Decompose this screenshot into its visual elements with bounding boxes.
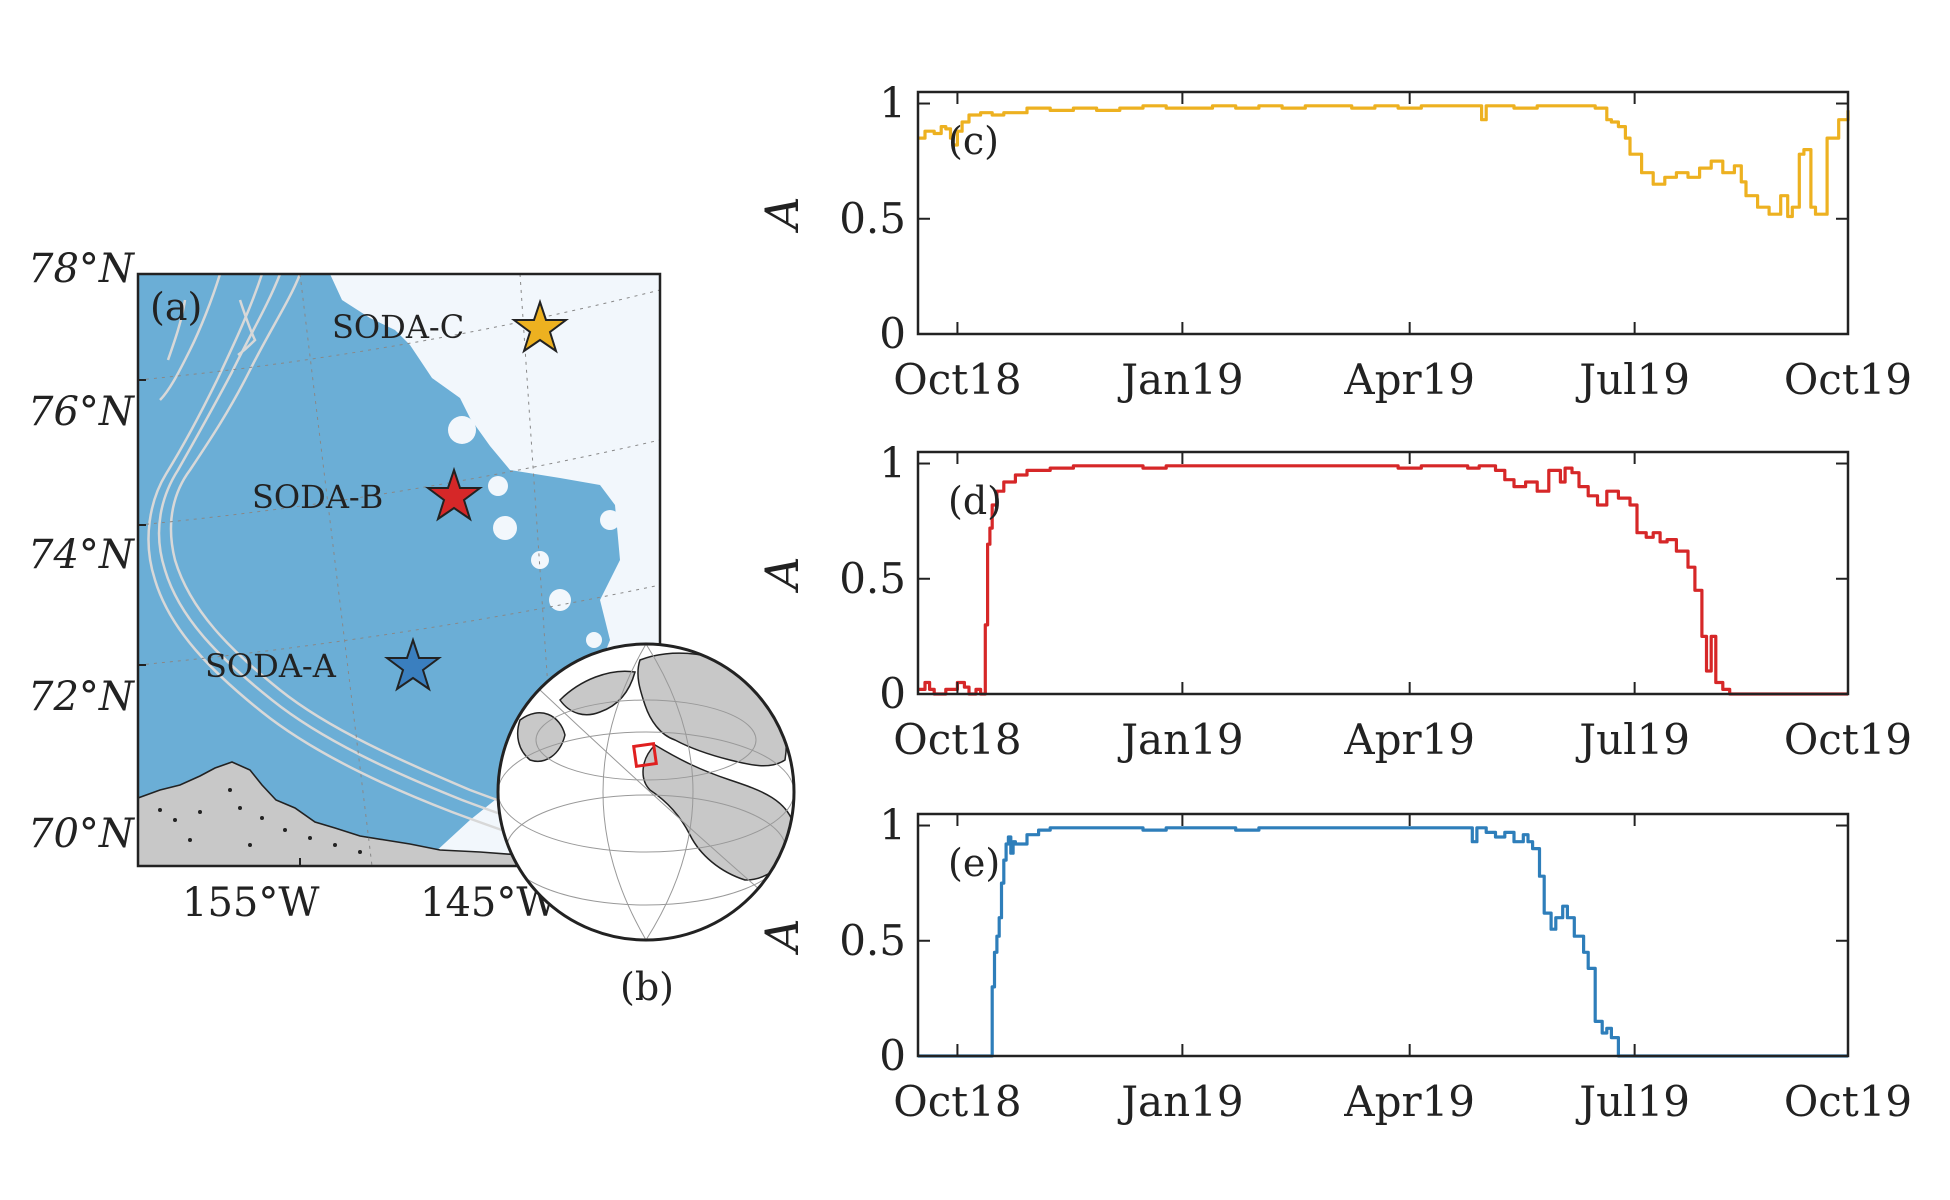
y-tick-label: 0.5 — [839, 554, 906, 603]
ocean-area — [138, 274, 620, 866]
y-axis-label: A — [755, 556, 809, 593]
map-frame — [136, 272, 662, 868]
lat-label-78: 78°N — [28, 246, 136, 292]
bathymetry-contours — [147, 274, 561, 847]
graticule — [138, 274, 660, 866]
x-tick-label: Oct18 — [893, 355, 1021, 404]
chart-soda-a: 0 0.5 1 Oct18 Jan19 Apr19 Jul19 Oct19 A (e) — [755, 801, 1912, 1126]
station-star-soda-a — [384, 636, 442, 692]
x-tick-label: Jan19 — [1117, 1077, 1243, 1126]
x-tick-label: Jan19 — [1117, 715, 1243, 764]
x-tick-label: Oct19 — [1784, 1077, 1912, 1126]
x-tick-label: Apr19 — [1343, 355, 1475, 404]
station-star-soda-b — [425, 466, 483, 522]
panel-label-b: (b) — [620, 965, 674, 1009]
globe-land-america — [642, 744, 794, 881]
y-tick-label: 0 — [879, 309, 906, 358]
y-tick-label: 0.5 — [839, 194, 906, 243]
globe-outline — [496, 642, 796, 942]
globe-inset: (b) — [496, 642, 796, 1009]
y-tick-label: 1 — [879, 79, 906, 128]
axes-frame-soda-b — [916, 450, 1850, 696]
y-tick-label: 1 — [879, 801, 906, 850]
coast-lakes — [158, 788, 362, 854]
x-tick-label: Jul19 — [1575, 1077, 1690, 1126]
chart-soda-c: 0 0.5 1 Oct18 Jan19 Apr19 Jul19 Oct19 A (c) — [755, 79, 1912, 404]
x-tick-label: Apr19 — [1343, 715, 1475, 764]
panel-label-a: (a) — [150, 285, 202, 329]
y-axis-label: A — [755, 918, 809, 955]
y-tick-label: 0.5 — [839, 916, 906, 965]
x-tick-label: Apr19 — [1343, 1077, 1475, 1126]
x-tick-label: Oct18 — [893, 715, 1021, 764]
globe-land-europe — [517, 712, 566, 762]
globe-land-arctic — [559, 670, 636, 716]
y-tick-label: 0 — [879, 1031, 906, 1080]
x-tick-label: Oct18 — [893, 1077, 1021, 1126]
y-tick-label: 0 — [879, 669, 906, 718]
panel-label: (e) — [948, 841, 1000, 885]
y-axis-label: A — [755, 196, 809, 233]
lat-label-72: 72°N — [28, 674, 136, 720]
axes-frame-soda-a — [916, 812, 1850, 1058]
series-line-soda-a — [918, 826, 1848, 1058]
x-tick-label: Oct19 — [1784, 355, 1912, 404]
lat-label-76: 76°N — [28, 389, 136, 435]
lat-label-70: 70°N — [28, 811, 136, 857]
series-line-soda-b — [918, 464, 1848, 696]
time-series-panels: 0 0.5 1 Oct18 Jan19 Apr19 Jul19 Oct19 A (c) 0 0.5 1 O… — [755, 79, 1912, 1126]
panel-label: (c) — [948, 119, 999, 163]
chart-soda-b: 0 0.5 1 Oct18 Jan19 Apr19 Jul19 Oct19 A (d) — [755, 439, 1912, 764]
study-area-box — [632, 742, 658, 768]
station-label-soda-a: SODA-A — [205, 647, 337, 685]
station-star-soda-c — [511, 298, 569, 354]
x-tick-label: Jan19 — [1117, 355, 1243, 404]
y-tick-label: 1 — [879, 439, 906, 488]
lat-label-74: 74°N — [28, 532, 136, 578]
map-panel: (a) 78°N 76°N 74°N 72°N 70°N 155°W 145°W… — [28, 246, 662, 926]
x-tick-label: Oct19 — [1784, 715, 1912, 764]
station-label-soda-c: SODA-C — [332, 308, 464, 346]
x-tick-label: Jul19 — [1575, 715, 1690, 764]
station-label-soda-b: SODA-B — [252, 478, 383, 516]
lon-label-155w: 155°W — [182, 880, 319, 926]
ice-floes — [448, 416, 620, 648]
series-line-soda-c — [918, 104, 1850, 219]
x-tick-label: Jul19 — [1575, 355, 1690, 404]
axes-frame-soda-c — [916, 90, 1850, 336]
panel-label: (d) — [948, 479, 1002, 523]
